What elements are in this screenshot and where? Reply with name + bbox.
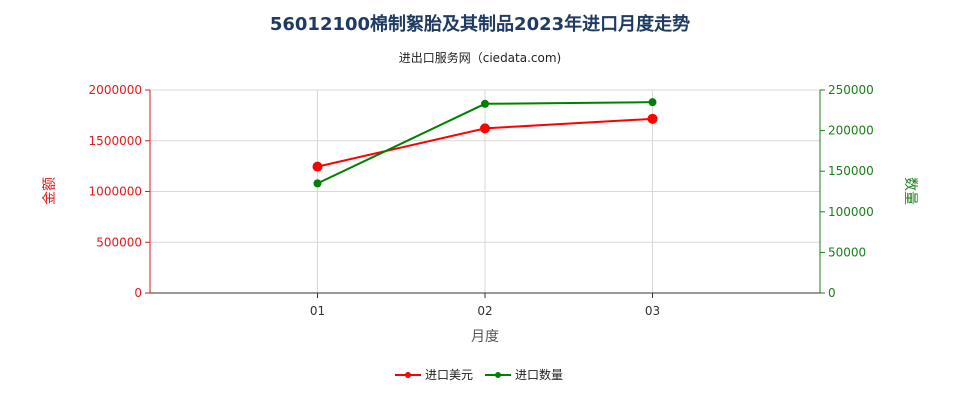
right-tick-label: 100000 bbox=[828, 205, 874, 219]
legend-swatch-marker bbox=[495, 372, 501, 378]
chart-subtitle: 进出口服务网（ciedata.com) bbox=[398, 51, 562, 65]
data-point-left bbox=[647, 113, 658, 124]
right-tick-label: 200000 bbox=[828, 124, 874, 138]
y-axis-title-right: 数量 bbox=[902, 177, 918, 205]
axes-layer: 0 500000 1000000 1500000 2000000 01 02 03 0 50000… bbox=[89, 83, 874, 318]
legend-label: 进口美元 bbox=[425, 368, 473, 382]
data-point-right bbox=[648, 98, 657, 107]
right-tick-label: 50000 bbox=[828, 245, 866, 259]
left-tick-label: 2000000 bbox=[89, 83, 142, 97]
left-tick-label: 1500000 bbox=[89, 134, 142, 148]
y-axis-title-left: 金额 bbox=[42, 177, 58, 205]
x-tick-label: 03 bbox=[645, 304, 660, 318]
x-tick-label: 02 bbox=[477, 304, 492, 318]
right-tick-label: 250000 bbox=[828, 83, 874, 97]
data-point-right bbox=[313, 179, 322, 188]
data-point-right bbox=[481, 99, 489, 108]
legend: 进口美元 进口数量 bbox=[395, 367, 563, 382]
grid-layer bbox=[150, 89, 820, 293]
data-point-left bbox=[312, 161, 323, 172]
right-tick-label: 150000 bbox=[828, 164, 874, 178]
series-layer bbox=[312, 98, 658, 188]
x-axis-title: 月度 bbox=[471, 329, 499, 345]
legend-label: 进口数量 bbox=[515, 367, 563, 382]
right-tick-label: 0 bbox=[828, 286, 836, 300]
left-tick-label: 0 bbox=[134, 286, 142, 300]
x-tick-label: 01 bbox=[310, 304, 325, 318]
left-tick-label: 500000 bbox=[96, 235, 142, 249]
left-tick-label: 1000000 bbox=[89, 185, 142, 199]
legend-swatch-marker bbox=[405, 372, 411, 378]
chart-title: 56012100棉制絮胎及其制品2023年进口月度走势 bbox=[269, 14, 691, 35]
data-point-left bbox=[480, 123, 490, 134]
